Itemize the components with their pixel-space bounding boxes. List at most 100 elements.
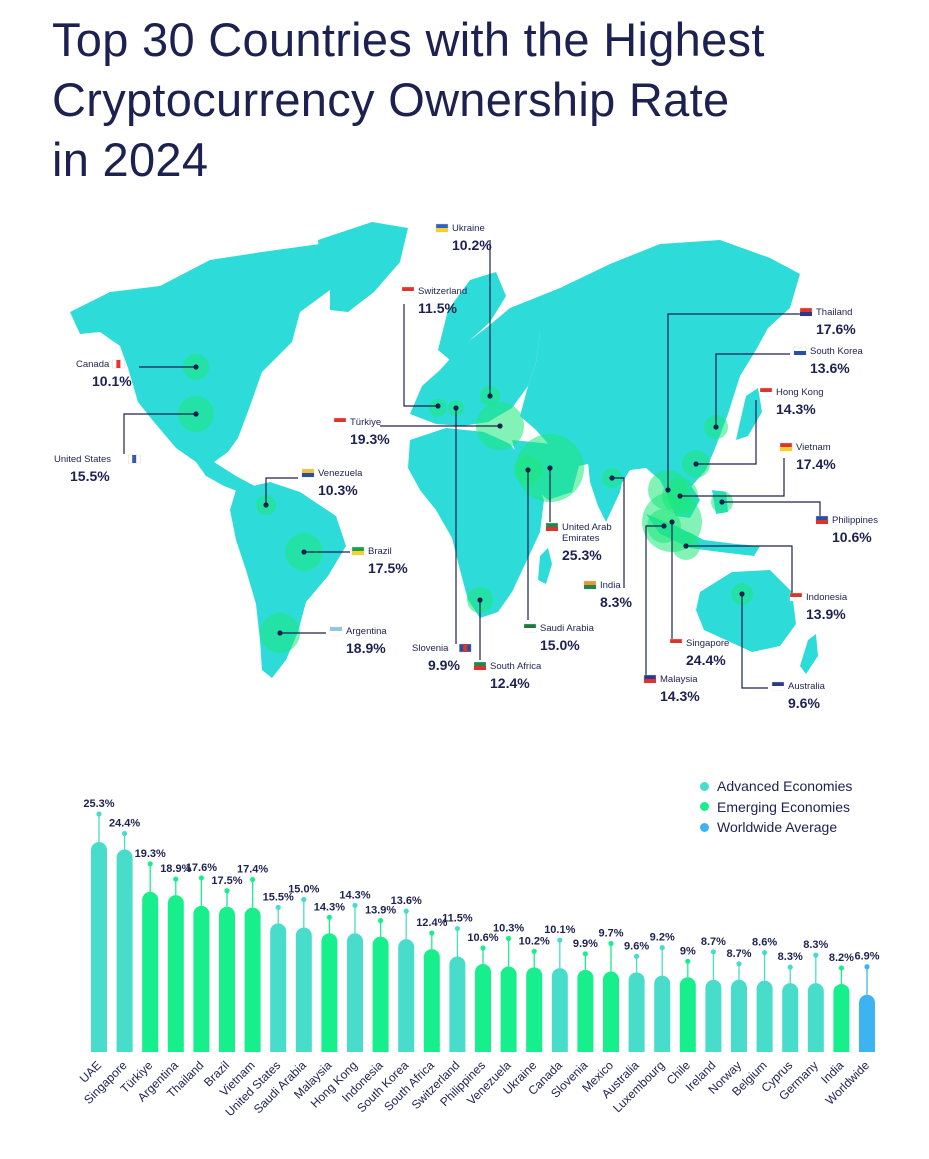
bar-leader-dot-switzerland — [454, 925, 460, 932]
bar-base-mexico — [603, 1044, 619, 1052]
map-label-name: Indonesia — [806, 592, 848, 603]
ca-flag-icon — [112, 359, 125, 369]
bar-base-canada — [551, 1044, 568, 1052]
bar-value-label-indonesia: 13.9% — [365, 905, 396, 917]
leader-hong-kong — [696, 400, 757, 465]
bar-base-saudi-arabia — [295, 1044, 312, 1052]
page-title: Top 30 Countries with the Highest Crypto… — [52, 10, 912, 190]
vn-flag-icon — [779, 442, 793, 452]
bar-malaysia — [321, 933, 338, 1052]
za-flag-icon — [473, 661, 487, 671]
bar-leader-dot-mexico — [608, 940, 614, 947]
bar-leader-dot-ukraine — [531, 948, 537, 954]
north-america-land — [70, 244, 352, 496]
legend-swatch-worldwide — [700, 822, 709, 832]
x-tick-labels: UAESingaporeTürkiyeArgentinaThailandBraz… — [77, 1058, 873, 1119]
new-zealand-land — [800, 634, 818, 674]
legend-label-emerging: Emerging Economies — [717, 798, 851, 815]
map-label-value: 15.0% — [540, 637, 580, 653]
bar-value-label-malaysia: 14.3% — [314, 901, 345, 913]
map-label-value: 17.5% — [368, 560, 408, 576]
leader-malaysia — [645, 525, 664, 676]
map-label-value: 13.9% — [806, 606, 846, 622]
ae-flag-icon — [545, 522, 559, 532]
bar-value-label-united-states: 15.5% — [263, 891, 294, 903]
bar-base-uae — [91, 1044, 107, 1052]
bar-luxembourg — [654, 975, 671, 1052]
map-label-ukraine: Ukraine 10.2% — [435, 223, 492, 253]
ar-flag-icon — [329, 626, 343, 636]
map-label-singapore: Singapore 24.4% — [669, 638, 729, 668]
map-label-india: India 8.3% — [583, 580, 632, 610]
map-label-value: 11.5% — [418, 300, 457, 316]
bar-base-turkiye — [142, 1044, 159, 1052]
map-label-value: 8.3% — [600, 594, 632, 610]
bar-south-korea — [398, 939, 415, 1052]
leader-switzerland — [403, 304, 438, 407]
id-flag-icon — [789, 592, 803, 602]
map-label-name: Brazil — [368, 546, 392, 557]
bar-value-label-thailand: 17.6% — [186, 862, 217, 874]
map-label-united-states: United States 15.5% — [54, 454, 141, 484]
map-label-value: 25.3% — [562, 547, 602, 563]
bar-base-ukraine — [526, 1044, 543, 1052]
bar-leader-dot-canada — [557, 937, 563, 943]
map-label-value: 24.4% — [686, 652, 726, 668]
legend-item-advanced: Advanced Economies — [700, 776, 852, 797]
bar-base-south-africa — [423, 1044, 440, 1052]
bar-base-india — [833, 1044, 850, 1052]
in-flag-icon — [583, 580, 597, 590]
map-label-argentina: Argentina 18.9% — [329, 626, 387, 656]
bar-cyprus — [782, 983, 799, 1052]
bar-leader-dot-uae — [96, 811, 102, 817]
scandinavia-land — [438, 272, 506, 360]
bar-value-label-switzerland: 11.5% — [442, 913, 473, 925]
bar-value-label-cyprus: 8.3% — [778, 951, 803, 963]
bar-base-chile — [679, 1044, 696, 1052]
bars — [91, 842, 875, 1052]
map-label-name: United States — [54, 454, 111, 465]
bar-leader-dot-turkiye — [147, 861, 153, 867]
bar-value-label-saudi-arabia: 15.0% — [288, 884, 319, 896]
map-label-value: 15.5% — [70, 468, 110, 484]
bar-belgium — [756, 980, 773, 1052]
map-label-brazil: Brazil 17.5% — [351, 546, 408, 576]
map-label-united-arab-emirates: United Arab Emirates 25.3% — [545, 522, 612, 563]
bar-leader-dot-south-africa — [429, 930, 435, 936]
asia-land — [510, 240, 800, 500]
legend-item-emerging: Emerging Economies — [700, 797, 852, 818]
leader-philippines — [722, 501, 821, 520]
map-label-south-africa: South Africa 12.4% — [473, 661, 542, 691]
map-label-value: 13.6% — [810, 360, 850, 376]
map-label-value: 12.4% — [490, 675, 530, 691]
bar-value-label-belgium: 8.6% — [752, 937, 777, 949]
bar-base-venezuela — [500, 1044, 517, 1052]
greenland-land — [318, 222, 408, 312]
title-line-2: Cryptocurrency Ownership Rate — [52, 73, 730, 126]
au-flag-icon — [771, 681, 785, 691]
bar-leader-dot-cyprus — [787, 964, 793, 970]
bar-value-label-luxembourg: 9.2% — [650, 932, 675, 944]
bar-leader-dot-thailand — [198, 875, 204, 881]
bar-leader-dot-saudi-arabia — [301, 896, 307, 903]
map-label-slovenia: Slovenia 9.9% — [412, 643, 472, 673]
bar-value-label-australia: 9.6% — [624, 940, 649, 952]
bar-base-luxembourg — [654, 1044, 671, 1052]
bar-leader-dot-indonesia — [378, 918, 384, 924]
bar-leader-dot-singapore — [122, 830, 128, 837]
bar-base-switzerland — [449, 1044, 466, 1052]
bar-value-label-ireland: 8.7% — [701, 936, 726, 948]
tr-flag-icon — [333, 417, 347, 427]
bar-value-label-south-africa: 12.4% — [416, 917, 447, 929]
bar-base-germany — [807, 1044, 824, 1052]
leader-indonesia — [686, 545, 793, 598]
bar-value-label-philippines: 10.6% — [467, 932, 498, 944]
bar-value-label-norway: 8.7% — [726, 948, 751, 960]
map-label-name: United Arab Emirates — [562, 522, 612, 544]
legend-swatch-advanced — [700, 781, 709, 791]
map-label-name: Thailand — [816, 307, 852, 318]
map-label-name: Australia — [788, 681, 826, 692]
leader-vietnam — [680, 458, 785, 497]
bar-indonesia — [372, 936, 389, 1052]
bar-value-label-hong-kong: 14.3% — [339, 889, 370, 901]
